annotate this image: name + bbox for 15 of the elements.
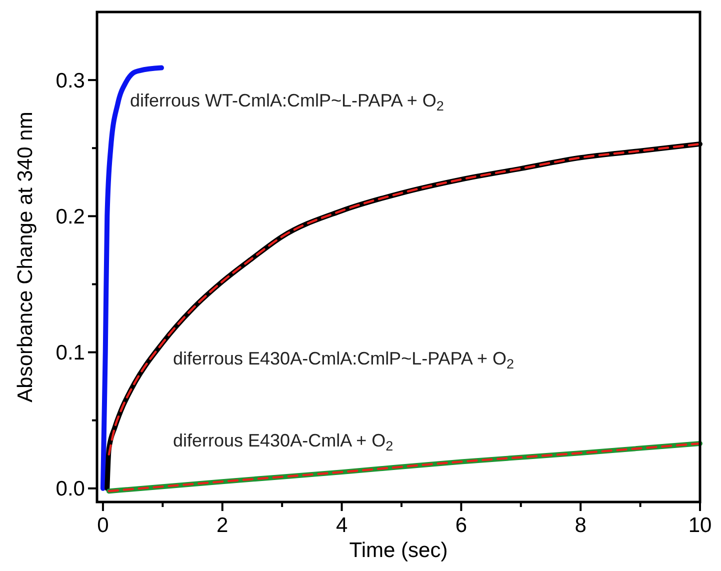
annotation: diferrous E430A-CmlA + O$_{2}$ xyxy=(173,430,394,453)
annotation: diferrous E430A-CmlA:CmlP~L-PAPA + O$_{2}$ xyxy=(173,348,514,371)
x-tick-label: 8 xyxy=(574,514,586,537)
x-tick-label: 0 xyxy=(97,514,109,537)
y-tick-label: 0.0 xyxy=(56,478,85,501)
x-tick-label: 4 xyxy=(336,514,348,537)
y-tick-label: 0.3 xyxy=(56,69,85,92)
y-tick-label: 0.1 xyxy=(56,342,85,365)
x-tick-label: 2 xyxy=(216,514,228,537)
y-axis-title: Absorbance Change at 340 nm xyxy=(14,112,37,402)
annotation: diferrous WT-CmlA:CmlP~L-PAPA + O$_{2}$ xyxy=(130,90,444,113)
x-axis-title: Time (sec) xyxy=(349,539,448,562)
y-tick-label: 0.2 xyxy=(56,206,85,229)
x-tick-label: 6 xyxy=(455,514,468,537)
x-tick-label: 10 xyxy=(688,514,712,537)
